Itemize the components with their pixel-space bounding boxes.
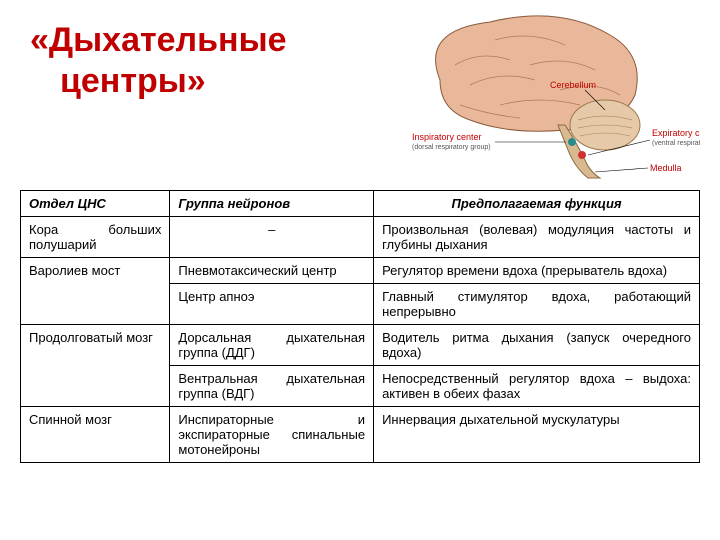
cell-func: Иннервация дыхательной мускулатуры [374, 407, 700, 463]
th-group: Группа нейронов [170, 191, 374, 217]
cell-cns: Кора больших полушарий [21, 217, 170, 258]
table-header-row: Отдел ЦНС Группа нейронов Предполагаемая… [21, 191, 700, 217]
cell-cns: Продолговатый мозг [21, 325, 170, 407]
cell-group: Инспираторные и экспираторные спинальные… [170, 407, 374, 463]
cell-func: Непосредственный регулятор вдоха – выдох… [374, 366, 700, 407]
cell-func: Произвольная (волевая) модуляция частоты… [374, 217, 700, 258]
cell-group: – [170, 217, 374, 258]
label-inspiratory: Inspiratory center [412, 132, 482, 142]
title-line-2: центры» [30, 62, 206, 100]
table-row: Спинной мозг Инспираторные и экспираторн… [21, 407, 700, 463]
label-inspiratory-sub: (dorsal respiratory group) [412, 144, 491, 151]
table-row: Варолиев мост Пневмотаксический центр Ре… [21, 258, 700, 284]
cell-group: Центр апноэ [170, 284, 374, 325]
table-row: Продолговатый мозг Дорсальная дыха­тельн… [21, 325, 700, 366]
brain-svg: Cerebellum Inspiratory center (dorsal re… [400, 10, 700, 180]
cell-cns: Варолиев мост [21, 258, 170, 325]
brain-diagram: Cerebellum Inspiratory center (dorsal re… [400, 10, 700, 180]
cell-func: Регулятор времени вдоха (прерыватель вдо… [374, 258, 700, 284]
label-line-medulla [595, 168, 648, 172]
table: Отдел ЦНС Группа нейронов Предполагаемая… [20, 190, 700, 463]
cell-func: Главный стимулятор вдоха, работающий неп… [374, 284, 700, 325]
slide-title: «Дыхательные центры» [30, 20, 287, 102]
expiratory-marker [578, 151, 586, 159]
cell-group: Вентральная дыха­тельная группа (ВДГ) [170, 366, 374, 407]
cell-group: Дорсальная дыха­тельная группа (ДДГ) [170, 325, 374, 366]
th-function: Предполагаемая функция [374, 191, 700, 217]
cell-func: Водитель ритма дыхания (запуск очередног… [374, 325, 700, 366]
label-expiratory-sub: (ventral respiratory group) [652, 140, 700, 147]
cell-group: Пневмотаксический центр [170, 258, 374, 284]
inspiratory-marker [568, 138, 576, 146]
cell-cns: Спинной мозг [21, 407, 170, 463]
label-expiratory: Expiratory center [652, 128, 700, 138]
title-line-1: «Дыхательные [30, 21, 287, 59]
respiratory-centers-table: Отдел ЦНС Группа нейронов Предполагаемая… [20, 190, 700, 463]
th-cns: Отдел ЦНС [21, 191, 170, 217]
label-medulla: Medulla [650, 163, 682, 173]
table-row: Кора больших полушарий – Произвольная (в… [21, 217, 700, 258]
label-cerebellum: Cerebellum [550, 80, 596, 90]
